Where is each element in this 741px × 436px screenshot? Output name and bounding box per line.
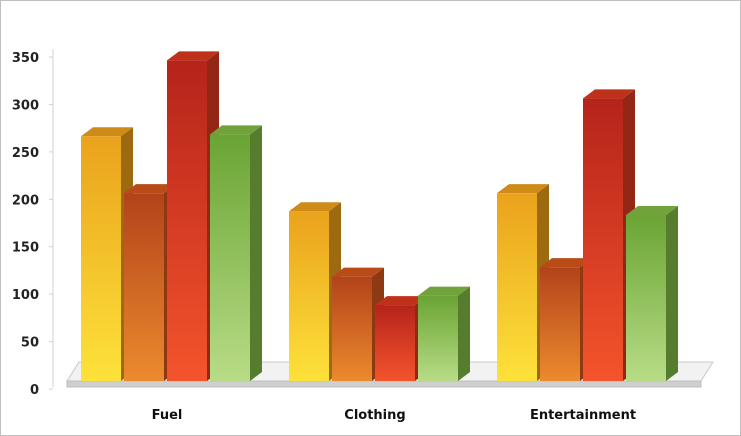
bar-top-face [375,296,427,306]
x-category-label: Entertainment [530,408,636,423]
bar-front-face [124,193,164,381]
bar-side-face [250,125,262,381]
bar-front-face [497,193,537,381]
bar-front-face [210,134,250,381]
bar-side-face [666,206,678,381]
y-tick-label: 150 [12,241,39,256]
bar [497,184,549,381]
bar-top-face [167,51,219,61]
y-tick-label: 250 [12,146,39,161]
bar-front-face [583,98,623,381]
bar [210,125,262,381]
y-axis-group: 0 50 100 150 200 250 300 350 [12,49,54,398]
bar [418,286,470,381]
bar-top-face [497,184,549,194]
y-tick-label: 0 [30,383,39,398]
y-tick-label: 300 [12,98,39,113]
x-category-label: Fuel [152,408,183,423]
bar-front-face [375,305,415,381]
bar-top-face [540,258,592,268]
y-tick-label: 50 [21,336,39,351]
bar-front-face [81,136,121,381]
bar-front-face [540,267,580,381]
bar [583,89,635,381]
bars-group [81,51,678,381]
bar-front-face [626,215,666,381]
y-tick-label: 200 [12,193,39,208]
bar-top-face [81,127,133,137]
bar-top-face [418,286,470,296]
bar-top-face [626,206,678,215]
bar-side-face [458,286,470,381]
category-labels-group: Fuel Clothing Entertainment [152,408,636,423]
bar-top-face [332,267,384,277]
bar-front-face [289,211,329,381]
y-tick-label: 350 [12,51,39,66]
x-category-label: Clothing [344,408,405,423]
y-tick-label: 100 [12,288,39,303]
bar-top-face [210,125,262,135]
bar-top-face [289,202,341,212]
bar [626,206,678,381]
bar-top-face [583,89,635,99]
bar-front-face [418,295,458,381]
bar-front-face [332,276,372,381]
bar-top-face [124,184,176,194]
bar-front-face [167,60,207,381]
chart-floor-edge [66,380,702,388]
